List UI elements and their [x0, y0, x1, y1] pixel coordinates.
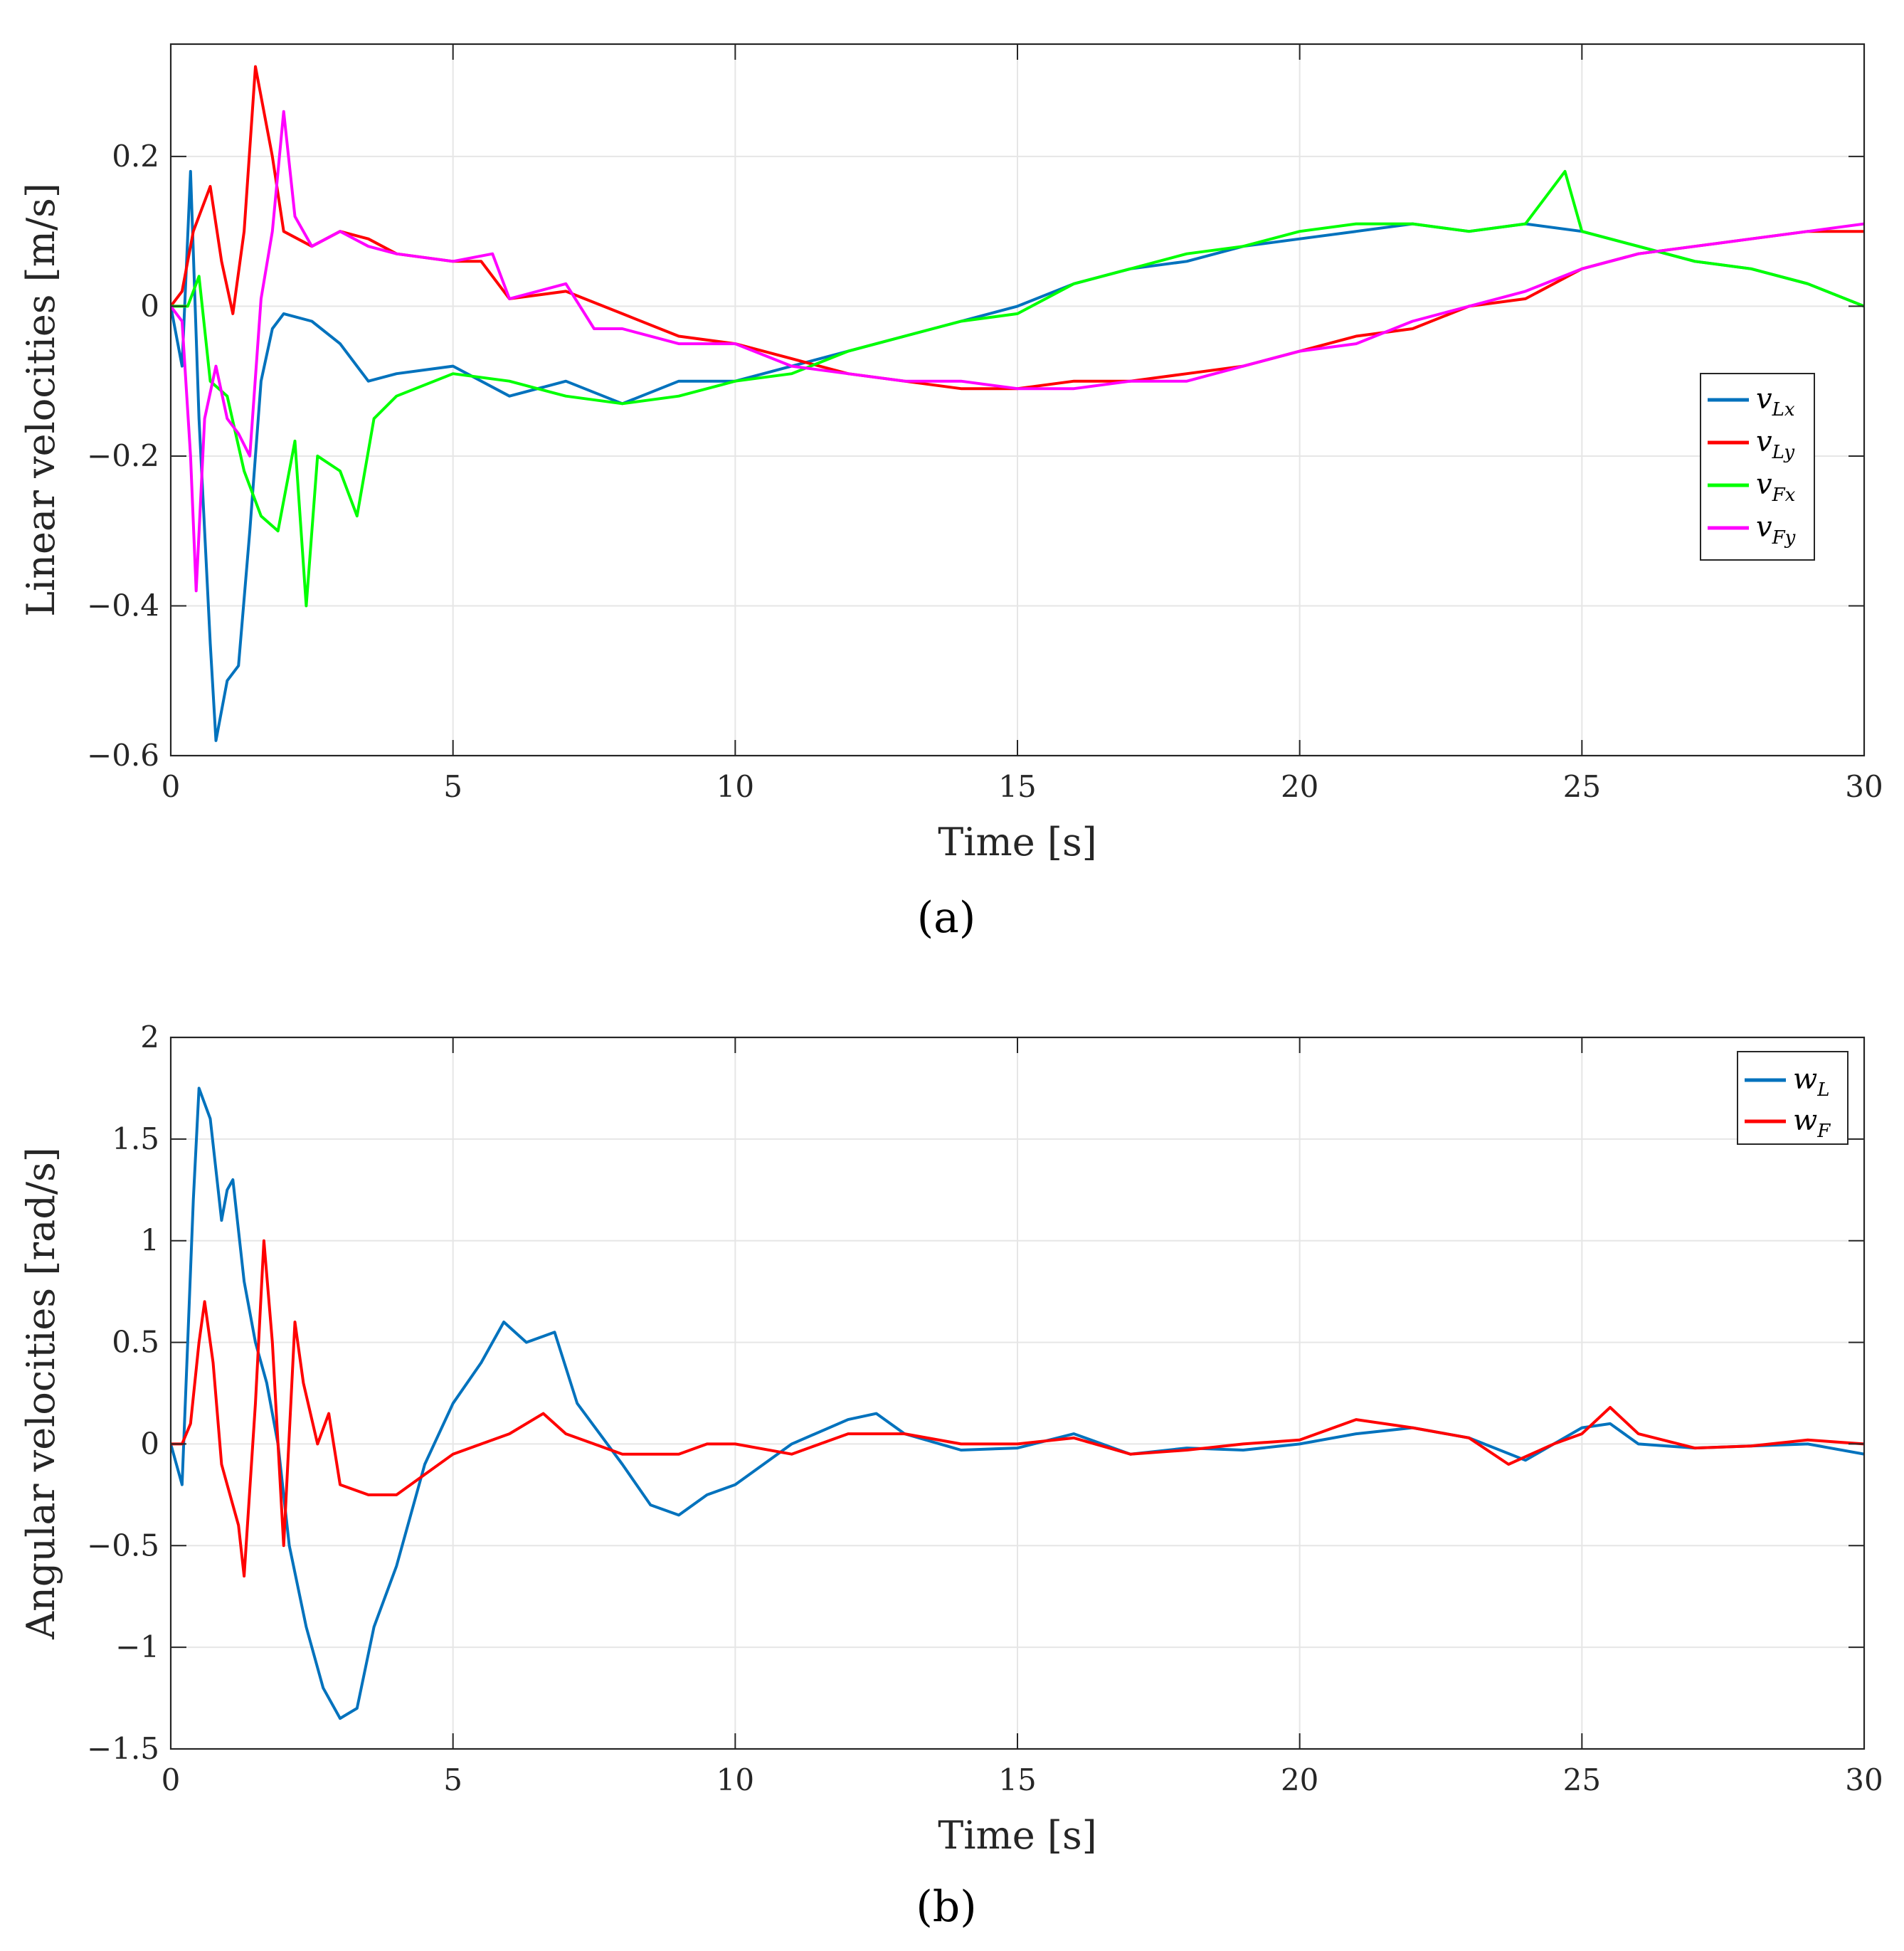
- legend-label: vFy: [1756, 511, 1796, 549]
- legend-label: wF: [1793, 1104, 1831, 1142]
- x-axis-label: Time [s]: [938, 1813, 1096, 1858]
- x-tick-label: 5: [443, 1762, 462, 1797]
- x-tick-label: 20: [1281, 769, 1318, 804]
- x-tick-label: 30: [1845, 769, 1883, 804]
- series-group: [171, 1086, 1864, 1720]
- y-tick-label: 0: [140, 1426, 159, 1461]
- x-tick-label: 25: [1563, 1762, 1601, 1797]
- x-tick-label: 5: [443, 769, 462, 804]
- series-line-w-f: [171, 1239, 1864, 1578]
- x-tick-label: 0: [162, 1762, 181, 1797]
- x-tick-label: 30: [1845, 1762, 1883, 1797]
- legend-label: vLx: [1756, 383, 1795, 421]
- y-tick-label: 1.5: [112, 1121, 159, 1156]
- y-tick-label: 0: [140, 288, 159, 323]
- series-group: [171, 65, 1864, 742]
- legend-label: wL: [1793, 1063, 1830, 1101]
- y-axis-label: Angular velocities [rad/s]: [18, 1147, 63, 1640]
- y-tick-label: −1: [115, 1629, 159, 1664]
- series-line-v-fx: [171, 169, 1864, 608]
- legend-box: [1737, 1051, 1849, 1145]
- y-tick-label: −1.5: [87, 1731, 159, 1766]
- x-tick-label: 20: [1281, 1762, 1318, 1797]
- y-tick-label: 2: [140, 1020, 159, 1054]
- y-tick-label: −0.2: [87, 438, 159, 473]
- x-tick-label: 10: [716, 1762, 754, 1797]
- x-tick-label: 10: [716, 769, 754, 804]
- panel-label: (a): [917, 893, 976, 943]
- y-tick-label: −0.4: [87, 588, 159, 623]
- y-tick-label: 1: [140, 1223, 159, 1258]
- legend-label: vFx: [1756, 468, 1796, 506]
- panel-label: (b): [916, 1882, 976, 1932]
- legend: vLx vLy vFx vFy: [1700, 373, 1815, 561]
- x-tick-label: 0: [162, 769, 181, 804]
- y-tick-label: −0.6: [87, 738, 159, 773]
- y-tick-label: 0.5: [112, 1325, 159, 1360]
- x-tick-label: 15: [998, 769, 1036, 804]
- y-axis-label: Linear velocities [m/s]: [18, 183, 63, 617]
- y-tick-label: 0.2: [112, 139, 159, 174]
- x-tick-label: 25: [1563, 769, 1601, 804]
- x-axis-label: Time [s]: [938, 820, 1096, 865]
- y-tick-label: −0.5: [87, 1528, 159, 1563]
- chart-linear-velocities: 0 5 10 15 20 25 30 −0.6 −0.4 −0.2 0 0.2 Time [s] Line…: [18, 43, 1883, 943]
- chart-angular-velocities: 0 5 10 15 20 25 30 −1.5 −1 −0.5 0 0.5 1 1.5 2 Time [s] A…: [18, 1020, 1883, 1932]
- x-tick-label: 15: [998, 1762, 1036, 1797]
- legend-label: vLy: [1756, 425, 1794, 463]
